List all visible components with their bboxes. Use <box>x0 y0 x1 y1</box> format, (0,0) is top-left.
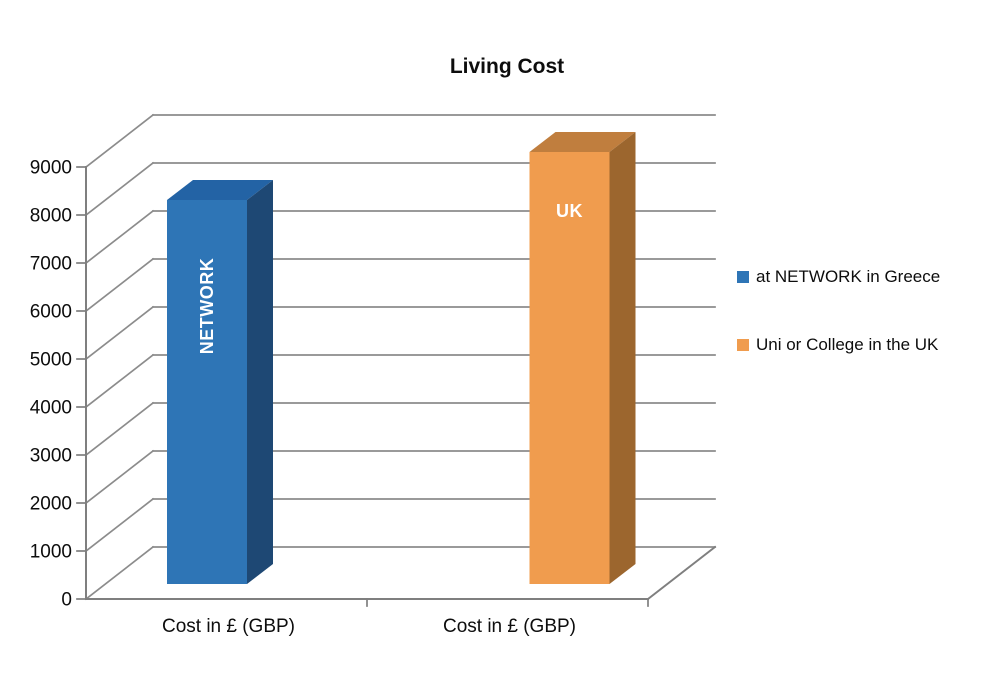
bar-side-face <box>247 180 273 584</box>
bar-network: NETWORK <box>167 180 273 584</box>
y-tick-label-1000: 1000 <box>30 542 72 563</box>
y-tick-label-0: 0 <box>61 590 72 611</box>
y-tick-label-8000: 8000 <box>30 206 72 227</box>
gridline-wall-5000 <box>84 305 155 361</box>
bar-label-network: NETWORK <box>197 258 217 355</box>
bar-uk: UK <box>529 132 636 584</box>
gridline-wall-3000 <box>84 401 155 457</box>
bar-front-face <box>529 152 610 584</box>
gridline-wall-2000 <box>84 449 155 505</box>
gridline-wall-9000 <box>84 113 155 169</box>
axis-labels: 0 1000 2000 3000 4000 5000 6000 7000 8000 9000 Cos… <box>30 158 576 638</box>
y-tick-label-4000: 4000 <box>30 398 72 419</box>
x-category-label-0: Cost in £ (GBP) <box>162 616 295 637</box>
y-tick-label-6000: 6000 <box>30 302 72 323</box>
gridline-wall-1000 <box>84 497 155 553</box>
gridline-wall-7000 <box>84 209 155 265</box>
bar-top-face <box>167 180 273 200</box>
gridline-wall-8000 <box>84 161 155 217</box>
floor-right-edge <box>646 545 717 601</box>
gridline-wall-4000 <box>84 353 155 409</box>
y-tick-label-2000: 2000 <box>30 494 72 515</box>
y-tick-label-5000: 5000 <box>30 350 72 371</box>
bar-top-face <box>529 132 636 152</box>
gridline-wall-0 <box>84 545 155 601</box>
chart-title: Living Cost <box>449 55 565 78</box>
x-category-label-1: Cost in £ (GBP) <box>443 616 576 637</box>
y-tick-label-7000: 7000 <box>30 254 72 275</box>
y-tick-label-3000: 3000 <box>30 446 72 467</box>
gridline-wall-6000 <box>84 257 155 313</box>
bar-label-uk: UK <box>556 201 583 221</box>
bar-side-face <box>609 132 636 584</box>
bars: NETWORK UK <box>167 132 636 584</box>
axes <box>76 166 717 607</box>
bar-front-face <box>167 200 247 584</box>
y-tick-label-9000: 9000 <box>30 158 72 179</box>
